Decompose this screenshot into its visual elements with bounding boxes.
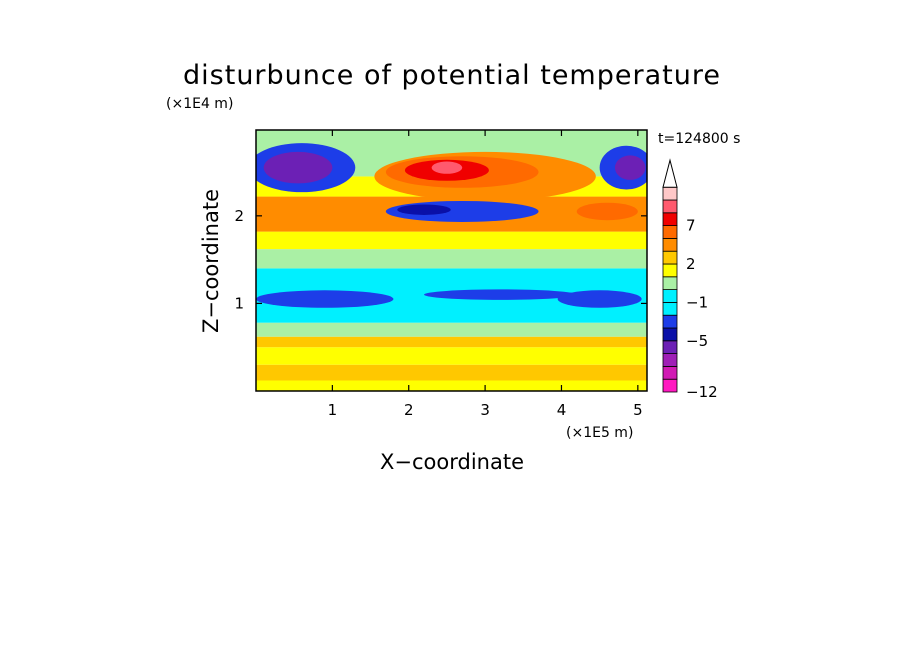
colorbar: −12−5−127: [662, 158, 718, 401]
contour-band-3: [256, 336, 647, 348]
colorbar-swatch-1: [662, 365, 678, 380]
contour-feature-3: [431, 161, 463, 174]
x-tick-label-2: 3: [480, 401, 490, 419]
colorbar-swatch-2: [662, 353, 678, 367]
x-scale-label: (×1E5 m): [566, 425, 633, 441]
y-tick-label-1: 2: [234, 207, 244, 225]
colorbar-swatch-6: [662, 301, 678, 316]
y-scale-label: (×1E4 m): [166, 96, 233, 112]
contour-band-1: [256, 364, 647, 381]
colorbar-swatch-10: [662, 250, 678, 265]
contour-field: [256, 130, 647, 391]
x-axis-label: X−coordinate: [380, 450, 524, 474]
contour-band-7: [256, 231, 647, 250]
contour-feature-10: [256, 290, 394, 308]
colorbar-swatch-8: [662, 276, 678, 290]
contour-band-4: [256, 322, 647, 337]
colorbar-tick-label-2: −1: [686, 293, 708, 311]
time-label: t=124800 s: [658, 131, 740, 147]
x-tick-label-1: 2: [404, 401, 414, 419]
contour-feature-11: [424, 289, 577, 300]
colorbar-tick-label-1: −5: [686, 332, 708, 350]
colorbar-extend-arrow: [662, 158, 678, 188]
contour-band-2: [256, 347, 647, 365]
contour-band-0: [256, 380, 647, 391]
colorbar-swatch-4: [662, 327, 678, 342]
colorbar-swatch-3: [662, 340, 678, 354]
colorbar-tick-label-4: 7: [686, 217, 696, 235]
x-tick-label-4: 5: [633, 401, 643, 419]
colorbar-swatch-14: [662, 199, 678, 214]
contour-feature-9: [614, 155, 646, 180]
x-tick-label-0: 1: [328, 401, 338, 419]
colorbar-swatch-11: [662, 237, 678, 252]
contour-feature-12: [557, 290, 642, 308]
contour-feature-13: [576, 202, 638, 221]
y-axis-label: Z−coordinate: [199, 189, 223, 333]
colorbar-swatch-12: [662, 225, 678, 239]
colorbar-swatch-9: [662, 263, 678, 278]
x-axis-ticks: 1 2 3 4 5: [328, 130, 643, 419]
colorbar-swatch-0: [662, 378, 678, 393]
chart-title: disturbunce of potential temperature: [183, 60, 721, 91]
colorbar-tick-label-3: 2: [686, 255, 696, 273]
plot-frame: [255, 129, 648, 392]
contour-feature-5: [397, 204, 451, 215]
colorbar-swatch-13: [662, 212, 678, 227]
colorbar-tick-label-0: −12: [686, 383, 718, 401]
y-tick-label-0: 1: [234, 294, 244, 312]
x-tick-label-3: 4: [557, 401, 567, 419]
colorbar-swatch-7: [662, 289, 678, 303]
contour-feature-7: [263, 151, 333, 184]
colorbar-swatch-15: [662, 186, 678, 201]
y-axis-ticks: 12: [234, 207, 647, 312]
contour-features: [256, 143, 647, 308]
contour-band-6: [256, 249, 647, 269]
colorbar-swatch-5: [662, 314, 678, 329]
